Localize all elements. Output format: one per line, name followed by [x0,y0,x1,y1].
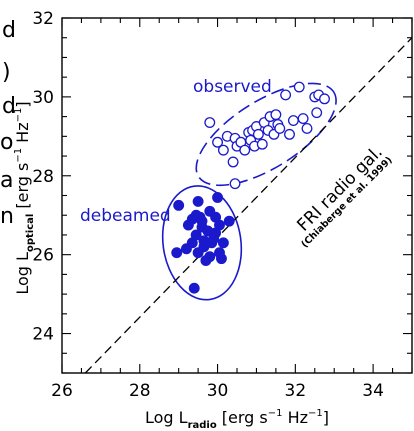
y-axis-label-sub: optical [25,214,36,252]
x-tick-label: 26 [51,381,73,401]
observed-point [229,178,241,190]
debeamed-point [188,282,200,294]
reference-line-layer [84,37,413,374]
observed-point [284,128,295,140]
side-text-4: o [0,130,14,155]
observed-point [204,117,216,128]
x-axis-label-unit: [erg s [217,408,268,427]
y-axis-label-unit: [erg s [13,163,32,214]
side-text-6: n [0,204,14,229]
fri-reference-line [84,37,413,374]
ticks-layer [61,17,413,374]
y-axis-label-main: Log L [13,252,32,295]
observed-point [287,115,299,127]
debeamed-point [171,247,183,259]
y-tick-label: 26 [32,246,54,266]
side-text-2: ) [2,60,11,85]
observed-point [227,156,239,168]
side-text-1: d [2,18,16,43]
debeamed-point [215,253,227,265]
observed-point [301,122,313,134]
debeamed-point [173,199,185,211]
debeamed-point [208,233,220,245]
debeamed-point [190,209,202,221]
observed-point [311,107,323,119]
y-axis-label: Log Loptical [erg s−1 Hz−1] [13,101,36,294]
observed-point [270,109,282,121]
debeamed-label: debeamed [80,206,171,226]
y-tick-label: 30 [32,88,54,108]
y-tick-label: 28 [32,167,54,187]
debeamed-point [223,215,235,227]
x-tick-label: 28 [129,381,151,401]
y-tick-label: 24 [32,325,54,345]
observed-point [297,113,309,125]
x-tick-label: 34 [362,381,384,401]
debeamed-point [186,237,198,249]
side-text-3: d [2,94,16,119]
observed-point [212,136,224,148]
observed-ellipse [195,82,337,187]
x-axis-label-end: ] [323,408,329,427]
observed-point [319,93,330,105]
x-tick-label: 30 [207,381,229,401]
observed-point [293,81,305,93]
observed-point [239,144,251,156]
side-text-5: a [0,168,14,193]
x-axis-label-exp2: −1 [308,408,323,419]
fri-line-label: FRI radio gal. [293,142,386,235]
debeamed-point [200,255,212,267]
observed-point [280,89,292,101]
y-axis-label-exp: −1 [13,148,24,163]
observed-point [217,144,229,156]
debeamed-point [212,192,224,203]
debeamed-point [210,211,222,223]
debeamed-point [217,237,229,249]
y-axis-label-exp2: −1 [13,108,24,123]
debeamed-point [198,241,210,253]
y-axis-label-end: ] [13,101,32,107]
x-axis-label-exp: −1 [268,408,283,419]
debeamed-ellipse [161,185,243,301]
ellipses-layer [161,82,337,301]
x-axis-label-sub: radio [188,420,217,431]
debeamed-point [192,195,204,207]
x-tick-label: 32 [285,381,307,401]
y-axis-label-mid: Hz [13,122,32,148]
observed-point [252,128,264,140]
observed-label: observed [193,77,272,97]
y-tick-label: 32 [32,9,54,29]
observed-point [256,138,268,150]
observed-point [274,122,286,134]
x-axis-label-mid: Hz [283,408,309,427]
x-axis-label: Log Lradio [erg s−1 Hz−1] [145,408,329,431]
x-axis-label-main: Log L [145,408,188,427]
points-layer [171,81,330,294]
